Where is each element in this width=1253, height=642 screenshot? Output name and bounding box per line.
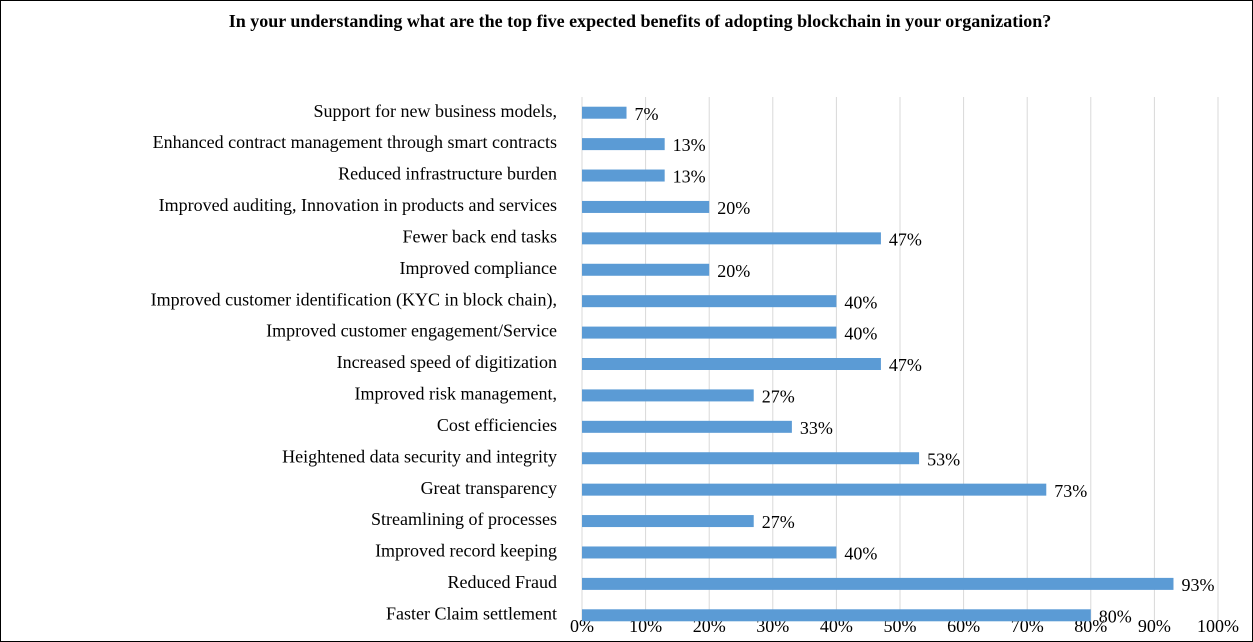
value-label: 40%	[844, 324, 877, 344]
category-label: Streamlining of processes	[371, 509, 557, 529]
category-label: Improved risk management,	[355, 384, 557, 404]
value-label: 40%	[844, 544, 877, 564]
value-label: 27%	[762, 512, 795, 532]
value-label: 93%	[1181, 575, 1214, 595]
bar	[582, 420, 792, 433]
value-label: 13%	[673, 135, 706, 155]
bar	[582, 169, 665, 182]
bar	[582, 546, 837, 559]
bar	[582, 389, 754, 402]
bar	[582, 577, 1174, 590]
category-label: Improved compliance	[400, 258, 557, 278]
value-label: 20%	[717, 261, 750, 281]
bar	[582, 609, 1091, 622]
category-label: Increased speed of digitization	[337, 352, 557, 372]
x-tick-label: 100%	[1197, 616, 1239, 636]
bar	[582, 106, 627, 119]
value-label: 7%	[635, 104, 659, 124]
category-label: Faster Claim settlement	[386, 603, 557, 623]
bar	[582, 483, 1047, 496]
category-label: Heightened data security and integrity	[282, 446, 557, 466]
bar	[582, 200, 710, 213]
value-label: 13%	[673, 167, 706, 187]
bar	[582, 232, 881, 245]
value-label: 40%	[844, 292, 877, 312]
value-label: 47%	[889, 229, 922, 249]
category-label: Fewer back end tasks	[403, 226, 557, 246]
category-label: Improved customer engagement/Service	[266, 321, 557, 341]
category-label: Improved record keeping	[375, 541, 557, 561]
category-label: Improved customer identification (KYC in…	[151, 289, 557, 310]
x-tick-label: 90%	[1138, 616, 1171, 636]
category-label: Enhanced contract management through sma…	[153, 132, 557, 152]
bar	[582, 358, 881, 370]
category-label: Improved auditing, Innovation in product…	[159, 195, 557, 215]
bar	[582, 326, 837, 339]
bar	[582, 452, 920, 465]
value-label: 53%	[927, 449, 960, 469]
category-label: Support for new business models,	[314, 101, 557, 121]
bar	[582, 515, 754, 528]
chart-title: In your understanding what are the top f…	[228, 11, 1052, 31]
category-label: Reduced Fraud	[448, 572, 557, 592]
bar	[582, 263, 710, 276]
value-label: 47%	[889, 355, 922, 375]
value-label: 27%	[762, 387, 795, 407]
value-label: 33%	[800, 418, 833, 438]
category-label: Great transparency	[421, 478, 557, 498]
bar	[582, 138, 665, 151]
value-label: 73%	[1054, 481, 1087, 501]
category-label: Cost efficiencies	[437, 415, 557, 435]
value-label: 20%	[717, 198, 750, 218]
value-label: 80%	[1099, 606, 1132, 626]
bar	[582, 295, 837, 308]
category-label: Reduced infrastructure burden	[338, 164, 557, 184]
